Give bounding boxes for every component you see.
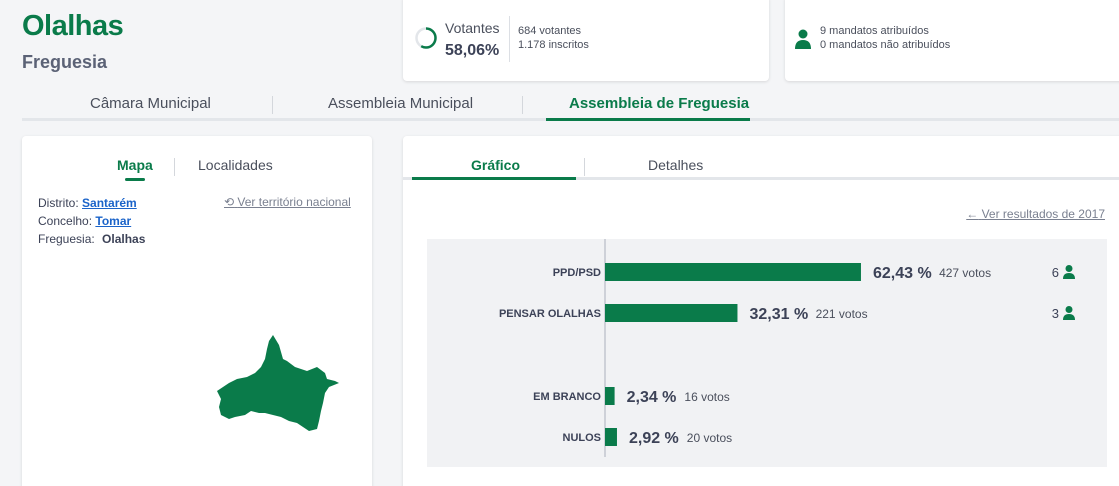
active-tab-indicator bbox=[546, 118, 750, 121]
page-subtitle: Freguesia bbox=[22, 52, 108, 72]
undo-icon: ⟲ bbox=[224, 195, 235, 209]
freguesia-map-shape[interactable] bbox=[207, 331, 347, 436]
votantes-count: 684 votantes bbox=[518, 25, 581, 37]
active-tab-indicator bbox=[412, 177, 576, 180]
main-tabs: Câmara Municipal Assembleia Municipal As… bbox=[22, 89, 1119, 121]
page-title: Olalhas bbox=[22, 10, 124, 42]
tab-camara-municipal[interactable]: Câmara Municipal bbox=[90, 95, 211, 112]
tab-mapa[interactable]: Mapa bbox=[117, 157, 153, 173]
votantes-card: Votantes 58,06% 684 votantes 1.178 inscr… bbox=[403, 0, 769, 81]
ver-territorio-link[interactable]: ⟲ Ver território nacional bbox=[224, 195, 351, 209]
chart-votes-label: 16 votos bbox=[684, 390, 729, 404]
votantes-label: Votantes bbox=[445, 20, 500, 36]
mandatos-card: 9 mandatos atribuídos 0 mandatos não atr… bbox=[785, 0, 1119, 81]
chart-category-label: PPD/PSD bbox=[553, 267, 601, 279]
inscritos-count: 1.178 inscritos bbox=[518, 39, 589, 51]
distrito-label: Distrito: bbox=[38, 196, 79, 210]
distrito-row: Distrito: Santarém bbox=[38, 196, 137, 210]
ver-resultados-2017-link[interactable]: ← Ver resultados de 2017 bbox=[966, 207, 1105, 221]
ver-territorio-label: Ver território nacional bbox=[237, 195, 351, 209]
freguesia-row: Freguesia: Olalhas bbox=[38, 232, 145, 246]
tab-grafico[interactable]: Gráfico bbox=[471, 157, 521, 173]
tab-localidades[interactable]: Localidades bbox=[198, 157, 273, 173]
arrow-left-icon: ← bbox=[966, 207, 979, 221]
chart-percent-label: 32,31 % bbox=[749, 306, 808, 323]
results-card: Gráfico Detalhes ← Ver resultados de 201… bbox=[403, 136, 1119, 486]
chart-votes-label: 427 votos bbox=[939, 266, 991, 280]
tab-separator bbox=[522, 96, 523, 114]
chart-votes-label: 20 votos bbox=[687, 431, 732, 445]
freguesia-value: Olalhas bbox=[102, 232, 146, 246]
map-card: Mapa Localidades Distrito: Santarém Conc… bbox=[22, 136, 372, 486]
person-icon bbox=[1063, 306, 1075, 320]
chart-category-label: NULOS bbox=[563, 432, 602, 444]
chart-bar bbox=[605, 263, 861, 281]
freguesia-label: Freguesia: bbox=[38, 232, 95, 246]
mandatos-nao-atribuidos: 0 mandatos não atribuídos bbox=[820, 39, 951, 51]
tab-assembleia-freguesia[interactable]: Assembleia de Freguesia bbox=[569, 95, 750, 112]
results-chart: PPD/PSD 62,43 % 427 votos 6 PENSAR OLALHAS 32… bbox=[427, 239, 1107, 467]
tab-detalhes[interactable]: Detalhes bbox=[648, 157, 704, 173]
tab-separator bbox=[174, 158, 175, 176]
distrito-link[interactable]: Santarém bbox=[82, 196, 137, 210]
turnout-progress-icon bbox=[415, 27, 437, 49]
votantes-divider bbox=[509, 16, 510, 62]
chart-category-label: PENSAR OLALHAS bbox=[499, 308, 601, 320]
chart-bar bbox=[605, 428, 617, 446]
tabs-baseline bbox=[403, 177, 1119, 180]
chart-votes-label: 221 votos bbox=[816, 307, 868, 321]
chart-mandates-label: 6 bbox=[1052, 265, 1059, 280]
tab-separator bbox=[272, 96, 273, 114]
chart-percent-label: 2,34 % bbox=[627, 389, 677, 406]
tab-separator bbox=[584, 158, 585, 176]
tab-assembleia-municipal[interactable]: Assembleia Municipal bbox=[328, 95, 474, 112]
ver-resultados-label: Ver resultados de 2017 bbox=[981, 207, 1105, 221]
chart-bar bbox=[605, 387, 615, 405]
concelho-row: Concelho: Tomar bbox=[38, 214, 131, 228]
concelho-label: Concelho: bbox=[38, 214, 93, 228]
chart-percent-label: 62,43 % bbox=[873, 265, 932, 282]
person-icon bbox=[795, 29, 811, 49]
chart-bar bbox=[605, 304, 738, 322]
chart-percent-label: 2,92 % bbox=[629, 430, 679, 447]
person-icon bbox=[1063, 265, 1075, 279]
votantes-percentage: 58,06% bbox=[445, 42, 500, 59]
concelho-link[interactable]: Tomar bbox=[95, 214, 132, 228]
active-tab-indicator bbox=[125, 178, 145, 181]
chart-mandates-label: 3 bbox=[1052, 306, 1059, 321]
chart-category-label: EM BRANCO bbox=[533, 391, 601, 403]
mandatos-atribuidos: 9 mandatos atribuídos bbox=[820, 25, 929, 37]
